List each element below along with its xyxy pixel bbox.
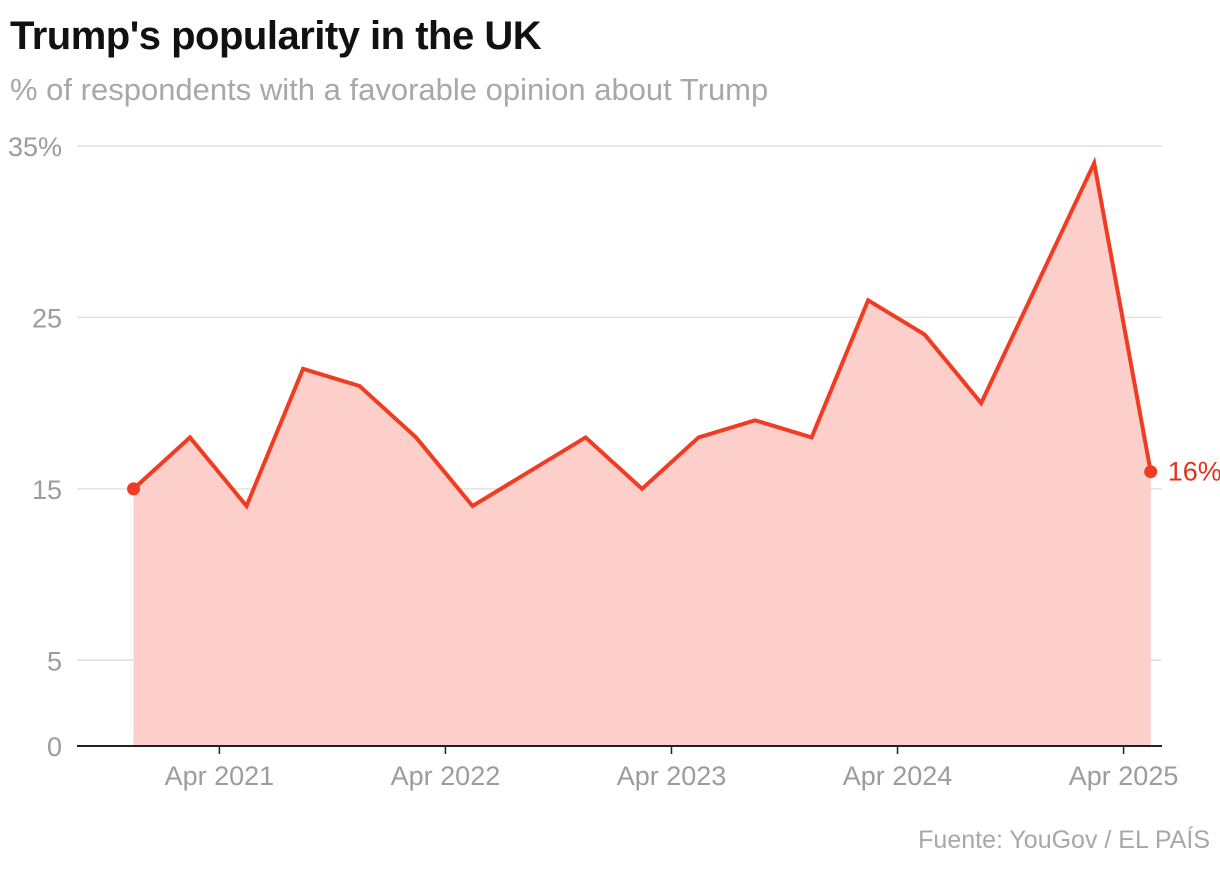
y-tick-label: 15 bbox=[32, 475, 62, 505]
series-line-layer bbox=[131, 156, 1153, 510]
series-line bbox=[131, 156, 1153, 510]
x-tick-label: Apr 2024 bbox=[843, 761, 953, 791]
chart-title: Trump's popularity in the UK bbox=[10, 14, 542, 58]
end-value-label: 16% bbox=[1168, 457, 1220, 487]
y-tick-label: 35% bbox=[8, 132, 62, 162]
end-markers: 16% bbox=[127, 457, 1220, 496]
area-fill bbox=[133, 163, 1151, 747]
end-marker bbox=[1144, 465, 1158, 479]
y-tick-label: 25 bbox=[32, 303, 62, 333]
chart-subtitle: % of respondents with a favorable opinio… bbox=[10, 72, 769, 107]
y-tick-label: 0 bbox=[47, 732, 62, 762]
y-tick-label: 5 bbox=[47, 646, 62, 676]
x-tick-label: Apr 2021 bbox=[165, 761, 275, 791]
start-marker bbox=[127, 482, 141, 496]
x-tick-label: Apr 2025 bbox=[1069, 761, 1179, 791]
source-credit: Fuente: YouGov / EL PAÍS bbox=[918, 826, 1210, 854]
area-fill-layer bbox=[133, 163, 1151, 747]
y-axis-ticks: 0 5 15 25 35% bbox=[8, 132, 62, 762]
x-tick-label: Apr 2023 bbox=[617, 761, 727, 791]
x-tick-label: Apr 2022 bbox=[391, 761, 501, 791]
x-axis-ticks: Apr 2021 Apr 2022 Apr 2023 Apr 2024 Apr 2025 bbox=[165, 746, 1179, 791]
